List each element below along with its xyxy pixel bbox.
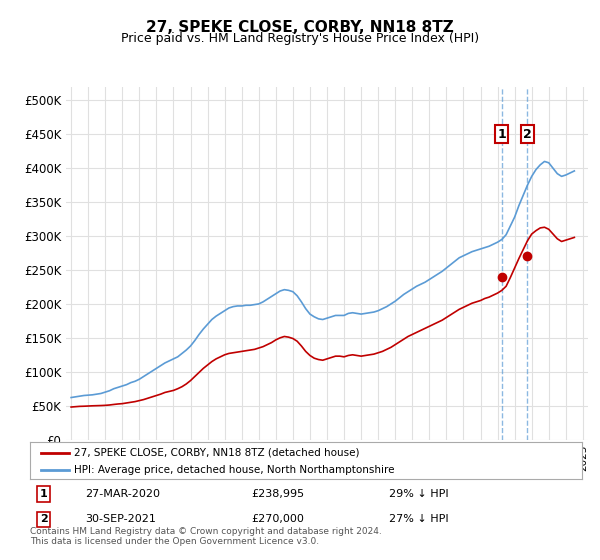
Text: 2: 2: [523, 128, 532, 141]
Text: Contains HM Land Registry data © Crown copyright and database right 2024.
This d: Contains HM Land Registry data © Crown c…: [30, 526, 382, 546]
Text: HPI: Average price, detached house, North Northamptonshire: HPI: Average price, detached house, Nort…: [74, 465, 395, 475]
Text: 1: 1: [497, 128, 506, 141]
Text: 1: 1: [40, 489, 47, 499]
Text: 27-MAR-2020: 27-MAR-2020: [85, 489, 160, 499]
Text: £238,995: £238,995: [251, 489, 304, 499]
Text: Price paid vs. HM Land Registry's House Price Index (HPI): Price paid vs. HM Land Registry's House …: [121, 32, 479, 45]
Text: 27% ↓ HPI: 27% ↓ HPI: [389, 515, 448, 524]
Text: 2: 2: [40, 515, 47, 524]
Text: 29% ↓ HPI: 29% ↓ HPI: [389, 489, 448, 499]
Text: 30-SEP-2021: 30-SEP-2021: [85, 515, 156, 524]
Text: £270,000: £270,000: [251, 515, 304, 524]
Text: 27, SPEKE CLOSE, CORBY, NN18 8TZ: 27, SPEKE CLOSE, CORBY, NN18 8TZ: [146, 20, 454, 35]
Text: 27, SPEKE CLOSE, CORBY, NN18 8TZ (detached house): 27, SPEKE CLOSE, CORBY, NN18 8TZ (detach…: [74, 447, 359, 458]
